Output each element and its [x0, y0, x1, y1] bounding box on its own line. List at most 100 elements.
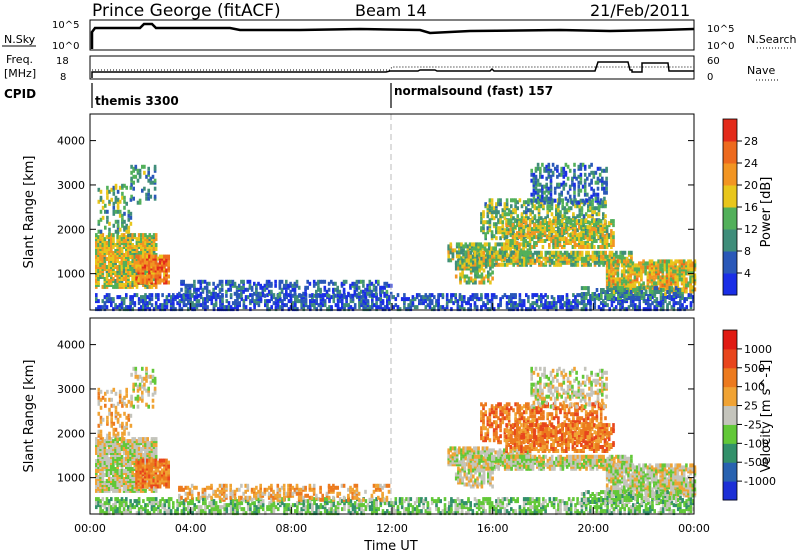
data-cell	[472, 268, 475, 273]
data-cell	[101, 443, 105, 447]
data-cell	[489, 280, 492, 285]
data-cell	[148, 301, 152, 306]
data-cell	[461, 258, 464, 263]
data-cell	[480, 212, 483, 217]
data-cell	[492, 307, 496, 312]
data-cell	[564, 182, 568, 187]
data-cell	[225, 289, 228, 294]
data-cell	[101, 284, 105, 289]
data-cell	[619, 292, 622, 296]
data-cell	[662, 296, 665, 300]
data-cell	[249, 307, 252, 312]
data-cell	[640, 290, 644, 294]
data-cell	[127, 225, 131, 230]
data-cell	[266, 307, 269, 312]
data-cell	[520, 212, 524, 217]
data-cell	[553, 166, 557, 171]
data-cell	[522, 299, 526, 304]
data-cell	[541, 190, 544, 195]
data-cell	[418, 299, 421, 304]
data-cell	[381, 299, 385, 304]
data-cell	[583, 164, 587, 169]
data-cell	[105, 293, 109, 298]
data-cell	[524, 239, 528, 243]
data-cell	[579, 176, 583, 181]
data-cell	[99, 483, 102, 487]
data-cell	[116, 219, 120, 224]
data-cell	[653, 261, 656, 266]
data-cell	[621, 299, 624, 304]
data-cell	[590, 227, 594, 232]
data-cell	[129, 469, 132, 473]
data-cell	[172, 301, 175, 306]
data-cell	[122, 461, 126, 465]
data-cell	[99, 263, 102, 267]
data-cell	[490, 202, 494, 207]
data-cell	[148, 293, 152, 298]
data-cell	[584, 307, 588, 312]
data-cell	[603, 180, 606, 185]
data-cell	[539, 231, 543, 236]
data-cell	[648, 263, 652, 268]
data-cell	[642, 281, 645, 286]
data-cell	[195, 287, 198, 292]
data-cell	[605, 235, 609, 240]
data-cell	[539, 225, 543, 230]
data-cell	[507, 228, 511, 233]
data-cell	[678, 273, 682, 278]
data-cell	[558, 243, 562, 247]
data-cell	[459, 272, 462, 277]
data-cell	[223, 305, 226, 310]
colorbar-swatch	[723, 207, 737, 230]
data-cell	[532, 188, 536, 193]
data-cell	[103, 263, 107, 267]
data-cell	[657, 287, 660, 292]
data-cell	[629, 269, 632, 274]
data-cell	[613, 252, 616, 257]
data-cell	[644, 307, 648, 312]
data-cell	[163, 276, 166, 281]
data-cell	[518, 252, 522, 257]
data-cell	[101, 215, 105, 220]
data-cell	[270, 295, 273, 300]
data-cell	[118, 483, 122, 487]
data-cell	[595, 294, 599, 298]
data-cell	[110, 237, 113, 242]
data-cell	[184, 303, 188, 308]
data-cell	[533, 258, 537, 263]
data-cell	[327, 281, 331, 286]
data-cell	[603, 235, 607, 240]
data-cell	[608, 273, 611, 278]
data-cell	[578, 250, 582, 255]
data-cell	[490, 297, 494, 302]
data-cell	[120, 283, 124, 287]
data-cell	[106, 215, 109, 220]
data-cell	[147, 192, 150, 197]
data-cell	[146, 278, 149, 283]
data-cell	[465, 274, 469, 279]
data-cell	[123, 205, 126, 210]
data-cell	[454, 274, 458, 279]
data-cell	[638, 301, 641, 306]
data-cell	[212, 287, 215, 292]
data-cell	[612, 219, 615, 224]
data-cell	[531, 252, 535, 257]
data-cell	[559, 295, 562, 300]
data-cell	[146, 301, 149, 306]
data-cell	[672, 297, 676, 302]
data-cell	[580, 219, 583, 224]
data-cell	[469, 295, 472, 300]
data-cell	[104, 203, 107, 208]
data-cell	[131, 453, 134, 457]
data-cell	[137, 233, 141, 238]
data-cell	[655, 275, 658, 280]
data-cell	[112, 201, 116, 206]
data-cell	[670, 271, 673, 276]
data-cell	[588, 235, 592, 240]
data-cell	[405, 297, 408, 302]
data-cell	[525, 260, 528, 265]
data-cell	[105, 257, 109, 261]
data-cell	[374, 279, 378, 284]
data-cell	[334, 281, 337, 286]
